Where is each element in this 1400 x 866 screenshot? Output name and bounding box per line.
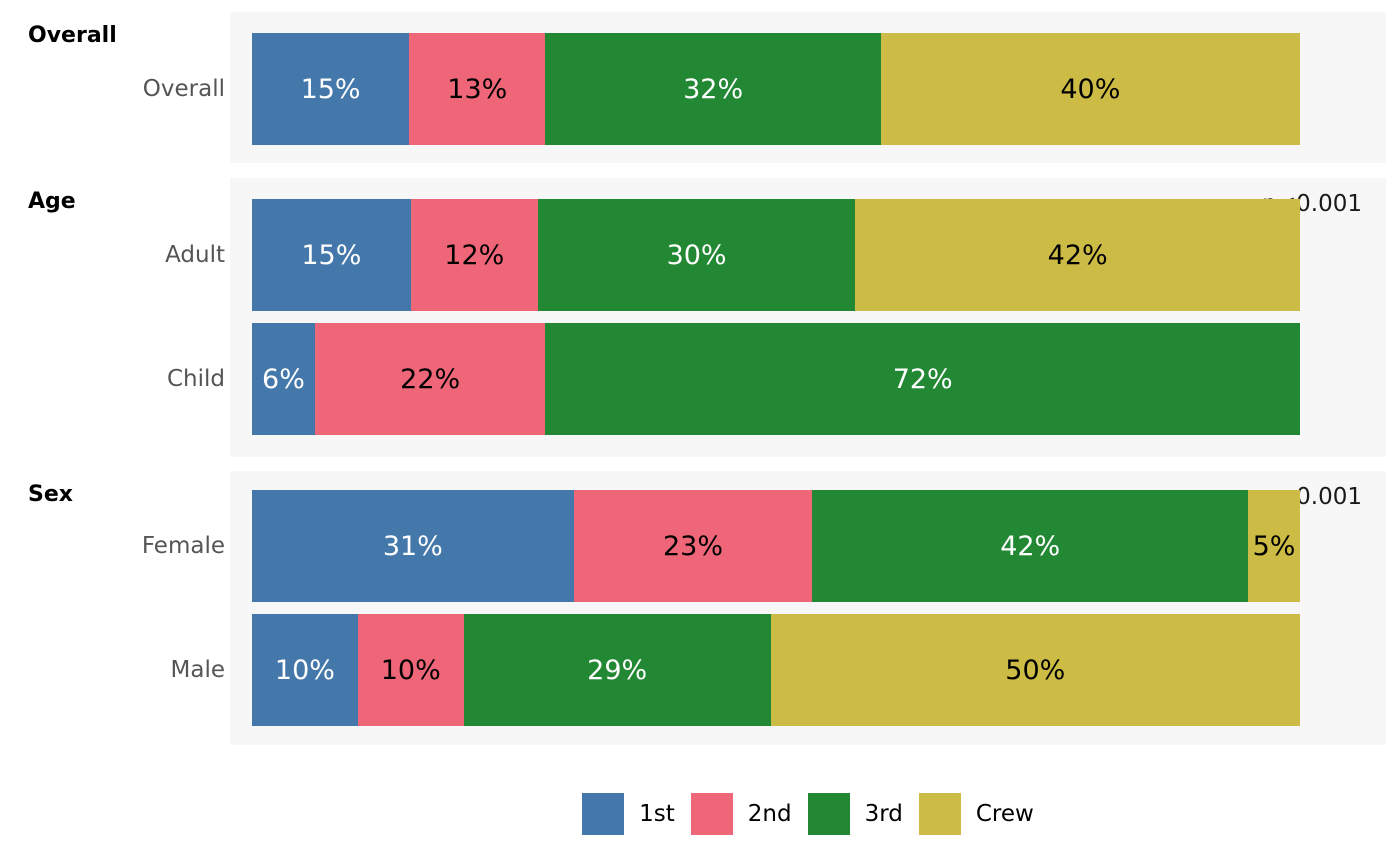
bar-segment-3rd: 42% [812,490,1249,602]
bar-value-label: 29% [587,654,648,686]
bar-value-label: 13% [447,73,508,105]
bar-segment-2nd: 10% [357,614,464,726]
legend-label-3rd: 3rd [864,800,903,827]
bar-value-label: 10% [380,654,441,686]
row-label-male: Male [170,657,225,683]
row-label-overall: Overall [142,76,225,102]
stacked-bar-male: 10% 10% 29% 50% [252,614,1300,726]
bar-segment-1st: 6% [252,323,315,435]
group-header-overall: Overall [28,23,117,48]
bar-value-label: 32% [683,73,744,105]
group-header-age: Age [28,189,76,214]
bar-value-label: 15% [300,73,361,105]
bar-segment-crew: 40% [880,33,1300,145]
bar-value-label: 15% [301,239,362,271]
bar-segment-3rd: 29% [463,614,771,726]
row-label-adult: Adult [165,242,225,268]
row-label-female: Female [141,533,225,559]
legend-swatch-crew [918,793,961,835]
bar-segment-2nd: 22% [314,323,546,435]
bar-value-label: 22% [400,363,461,395]
stacked-bar-overall: 15% 13% 32% 40% [252,33,1300,145]
bar-segment-2nd: 23% [573,490,813,602]
bar-value-label: 12% [444,239,505,271]
group-header-sex: Sex [28,482,73,507]
bar-value-label: 40% [1060,73,1121,105]
stacked-bar-adult: 15% 12% 30% 42% [252,199,1300,311]
bar-value-label: 50% [1005,654,1066,686]
bar-segment-2nd: 12% [410,199,538,311]
bar-value-label: 31% [382,530,443,562]
bar-segment-2nd: 13% [409,33,546,145]
bar-segment-1st: 31% [252,490,574,602]
bar-value-label: 10% [274,654,335,686]
chart-legend: 1st 2nd 3rd Crew [230,793,1386,835]
legend-label-crew: Crew [975,800,1034,827]
bar-segment-3rd: 32% [545,33,881,145]
bar-value-label: 6% [262,363,305,395]
stacked-bar-female: 31% 23% 42% 5% [252,490,1300,602]
bar-segment-crew: 42% [855,199,1300,311]
bar-segment-crew: 50% [770,614,1300,726]
bar-segment-1st: 10% [252,614,358,726]
bar-value-label: 30% [666,239,727,271]
bar-segment-3rd: 30% [537,199,856,311]
bar-segment-crew: 5% [1248,490,1300,602]
legend-item-3rd: 3rd [807,793,903,835]
legend-swatch-1st [582,793,625,835]
legend-label-1st: 1st [639,800,675,827]
row-label-child: Child [166,366,225,392]
legend-item-crew: Crew [918,793,1034,835]
bar-segment-1st: 15% [252,199,411,311]
bar-value-label: 42% [1000,530,1061,562]
bar-segment-1st: 15% [252,33,410,145]
stacked-bar-child: 6% 22% 72% [252,323,1300,435]
legend-item-2nd: 2nd [690,793,792,835]
legend-swatch-3rd [807,793,850,835]
bar-value-label: 23% [662,530,723,562]
bar-value-label: 42% [1047,239,1108,271]
legend-label-2nd: 2nd [747,800,792,827]
bar-value-label: 5% [1252,530,1296,562]
bar-value-label: 72% [892,363,953,395]
legend-swatch-2nd [690,793,733,835]
legend-item-1st: 1st [582,793,675,835]
bar-segment-3rd: 72% [545,323,1300,435]
